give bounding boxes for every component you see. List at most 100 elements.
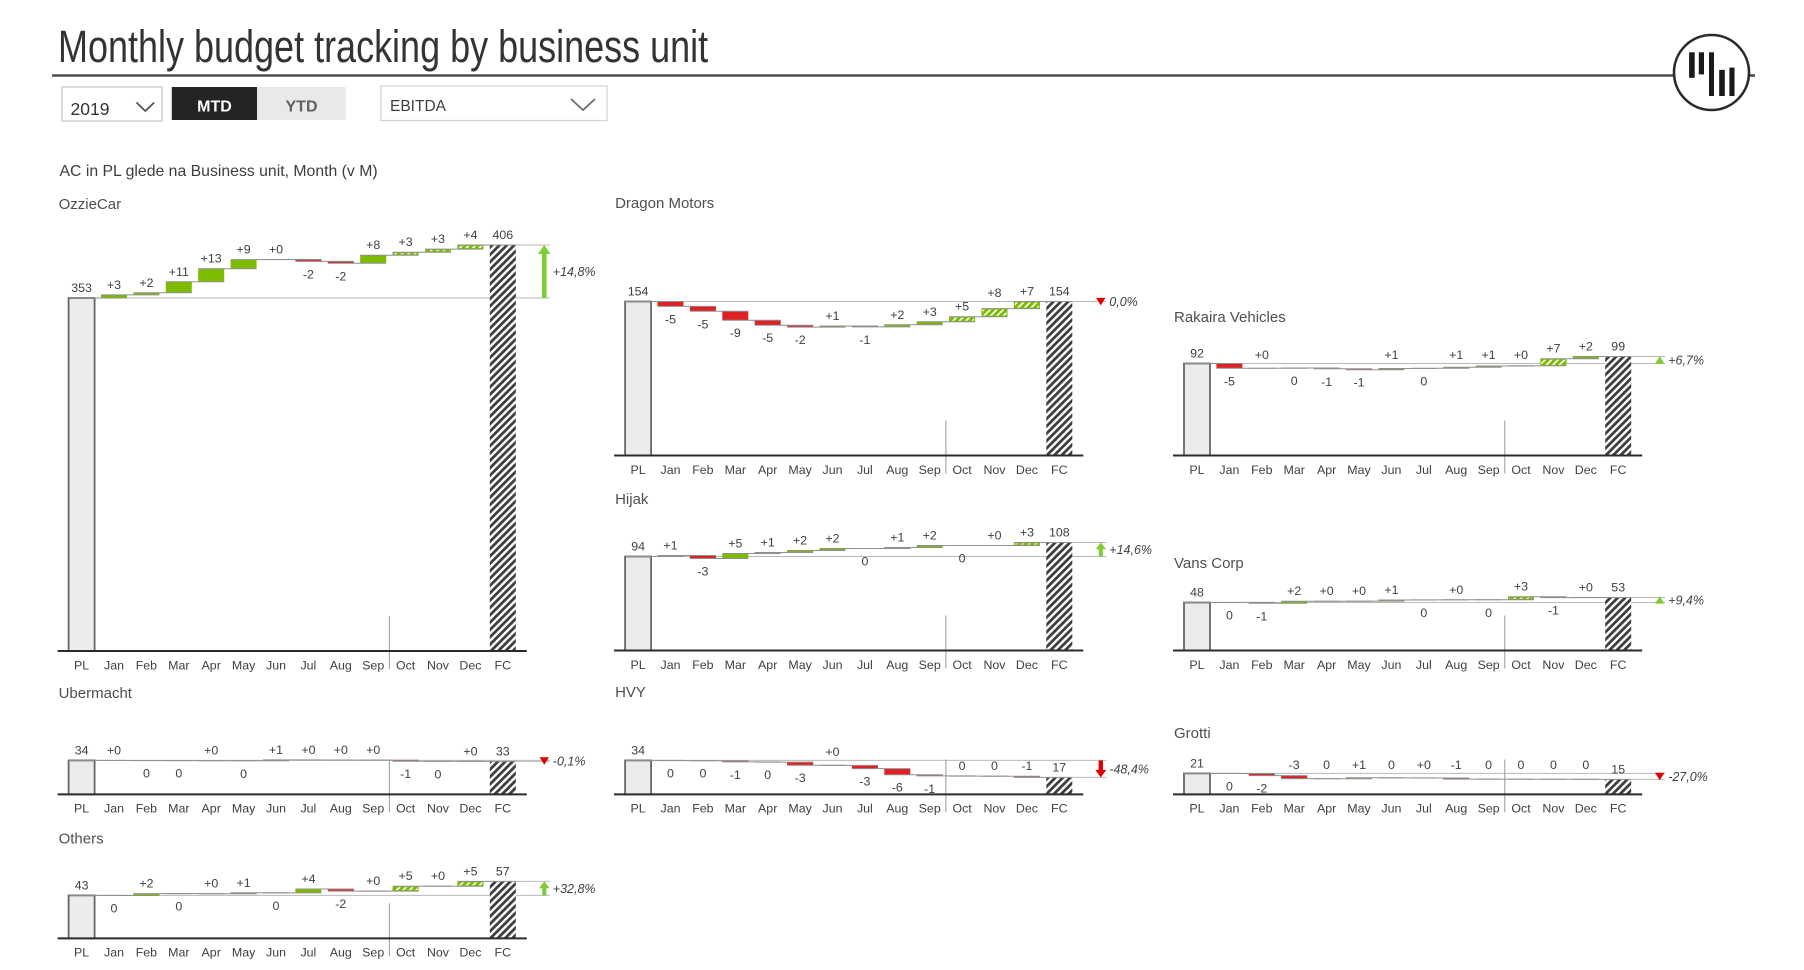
svg-text:17: 17 (1052, 760, 1066, 774)
svg-text:Jun: Jun (266, 802, 286, 816)
svg-text:Feb: Feb (1251, 463, 1272, 477)
svg-text:0: 0 (1550, 758, 1557, 772)
svg-text:33: 33 (496, 744, 510, 758)
svg-text:-3: -3 (795, 771, 806, 785)
svg-text:+1: +1 (825, 309, 839, 323)
svg-text:Sep: Sep (1478, 463, 1500, 477)
svg-text:Nov: Nov (983, 802, 1006, 816)
svg-text:99: 99 (1611, 340, 1625, 354)
svg-text:Jun: Jun (1381, 658, 1401, 672)
svg-text:-5: -5 (697, 317, 708, 331)
svg-text:0: 0 (959, 759, 966, 773)
svg-text:15: 15 (1611, 762, 1625, 776)
svg-text:-1: -1 (400, 767, 411, 781)
svg-text:Jul: Jul (1416, 802, 1432, 816)
svg-text:0: 0 (667, 767, 674, 781)
svg-text:+0: +0 (301, 743, 315, 757)
svg-text:Monthly budget tracking by bus: Monthly budget tracking by business unit (58, 21, 709, 72)
svg-text:+0: +0 (107, 743, 121, 757)
svg-text:Nov: Nov (1542, 658, 1565, 672)
svg-text:Feb: Feb (692, 463, 713, 477)
svg-text:+1: +1 (1384, 583, 1398, 597)
svg-text:Oct: Oct (1511, 463, 1531, 477)
svg-text:Mar: Mar (725, 658, 746, 672)
svg-text:+13: +13 (201, 252, 222, 266)
svg-text:EBITDA: EBITDA (390, 98, 447, 115)
svg-text:Jun: Jun (266, 946, 286, 960)
svg-text:Apr: Apr (202, 658, 221, 672)
svg-text:+0: +0 (825, 745, 839, 759)
svg-text:Feb: Feb (136, 802, 157, 816)
svg-text:May: May (1347, 463, 1371, 477)
svg-text:+0: +0 (431, 869, 445, 883)
svg-text:+4: +4 (301, 872, 315, 886)
svg-text:0,0%: 0,0% (1109, 295, 1138, 309)
svg-text:+7: +7 (1020, 285, 1034, 299)
svg-text:0: 0 (1226, 780, 1233, 794)
svg-text:Nov: Nov (983, 463, 1006, 477)
svg-text:Dec: Dec (459, 946, 481, 960)
svg-text:Dragon Motors: Dragon Motors (615, 195, 714, 212)
svg-text:Nov: Nov (983, 658, 1006, 672)
svg-text:Jul: Jul (1416, 463, 1432, 477)
svg-text:Nov: Nov (427, 658, 450, 672)
svg-text:Sep: Sep (1478, 658, 1500, 672)
svg-text:+2: +2 (1287, 584, 1301, 598)
svg-text:May: May (232, 802, 256, 816)
svg-text:Sep: Sep (362, 802, 384, 816)
svg-text:Dec: Dec (1016, 802, 1038, 816)
svg-text:21: 21 (1190, 756, 1204, 770)
svg-text:+2: +2 (890, 308, 904, 322)
svg-text:0: 0 (175, 900, 182, 914)
svg-text:FC: FC (495, 946, 512, 960)
svg-text:Apr: Apr (758, 463, 777, 477)
svg-text:Sep: Sep (919, 802, 941, 816)
svg-text:Oct: Oct (396, 946, 416, 960)
svg-text:Nov: Nov (1542, 463, 1565, 477)
svg-text:154: 154 (628, 285, 649, 299)
svg-text:Jan: Jan (104, 946, 124, 960)
svg-text:Oct: Oct (952, 463, 972, 477)
svg-text:+0: +0 (1255, 348, 1269, 362)
svg-text:Mar: Mar (725, 463, 746, 477)
svg-text:0: 0 (991, 759, 998, 773)
svg-text:Nov: Nov (427, 946, 450, 960)
svg-text:-2: -2 (1256, 782, 1267, 796)
svg-text:0: 0 (175, 767, 182, 781)
svg-text:Aug: Aug (1445, 658, 1467, 672)
svg-text:Mar: Mar (1284, 658, 1305, 672)
svg-text:+2: +2 (793, 534, 807, 548)
svg-text:Feb: Feb (1251, 658, 1272, 672)
svg-text:FC: FC (1051, 658, 1068, 672)
svg-text:+0: +0 (1320, 584, 1334, 598)
svg-text:Sep: Sep (362, 946, 384, 960)
svg-text:Oct: Oct (1511, 802, 1531, 816)
svg-text:-3: -3 (1289, 758, 1300, 772)
svg-text:Apr: Apr (1317, 802, 1336, 816)
svg-text:0: 0 (861, 555, 868, 569)
svg-text:Jul: Jul (857, 463, 873, 477)
svg-text:Jun: Jun (266, 658, 286, 672)
svg-text:-2: -2 (335, 269, 346, 283)
svg-text:353: 353 (71, 281, 92, 295)
svg-text:+3: +3 (107, 278, 121, 292)
svg-text:+0: +0 (1449, 583, 1463, 597)
svg-text:+14,6%: +14,6% (1109, 543, 1152, 557)
svg-text:May: May (788, 658, 812, 672)
svg-text:53: 53 (1611, 581, 1625, 595)
svg-text:Mar: Mar (168, 946, 189, 960)
svg-text:+2: +2 (139, 276, 153, 290)
svg-text:May: May (1347, 658, 1371, 672)
svg-text:+32,8%: +32,8% (553, 882, 596, 896)
svg-text:Nov: Nov (427, 802, 450, 816)
svg-text:+1: +1 (1384, 348, 1398, 362)
svg-text:+0: +0 (204, 744, 218, 758)
svg-text:Hijak: Hijak (615, 491, 649, 508)
svg-text:406: 406 (492, 228, 513, 242)
svg-text:Feb: Feb (136, 946, 157, 960)
svg-text:Apr: Apr (758, 658, 777, 672)
svg-text:Jan: Jan (104, 802, 124, 816)
svg-text:0: 0 (959, 552, 966, 566)
svg-text:0: 0 (764, 768, 771, 782)
svg-text:+6,7%: +6,7% (1668, 354, 1704, 368)
